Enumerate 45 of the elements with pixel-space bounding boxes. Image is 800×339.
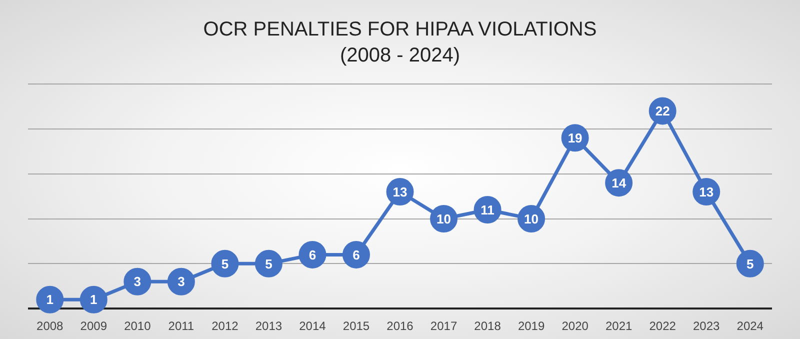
data-label: 6	[308, 247, 316, 262]
chart-title: OCR PENALTIES FOR HIPAA VIOLATIONS	[203, 18, 597, 41]
x-tick-label: 2021	[605, 319, 632, 334]
point	[342, 240, 370, 268]
data-label: 10	[436, 211, 451, 226]
x-tick-label: 2010	[124, 319, 152, 334]
point	[36, 286, 64, 314]
x-tick-label: 2013	[255, 319, 282, 334]
x-tick-label: 2014	[299, 319, 326, 334]
x-tick-label: 2016	[386, 319, 414, 334]
point	[124, 268, 152, 296]
data-label: 1	[46, 292, 54, 308]
point	[298, 240, 326, 268]
x-tick-label: 2020	[562, 319, 589, 334]
point	[80, 286, 108, 314]
data-label: 22	[655, 104, 670, 119]
x-tick-label: 2019	[518, 319, 545, 334]
point	[167, 268, 195, 296]
x-tick-label: 2011	[168, 319, 194, 334]
point	[736, 250, 764, 278]
data-label: 6	[352, 247, 360, 262]
data-label: 11	[480, 202, 494, 218]
x-tick-label: 2012	[212, 319, 239, 334]
point	[211, 250, 239, 278]
data-label: 10	[524, 211, 539, 226]
data-label: 14	[612, 175, 627, 190]
data-label: 13	[392, 184, 408, 200]
data-label: 3	[178, 274, 185, 290]
data-label: 3	[134, 274, 142, 290]
point	[254, 250, 282, 278]
x-tick-label: 2009	[80, 319, 108, 334]
x-tick-label: 2023	[693, 319, 720, 334]
x-tick-label: 2015	[342, 319, 370, 334]
x-tick-label: 2017	[430, 319, 458, 334]
x-tick-label: 2024	[736, 319, 764, 334]
data-label: 1	[90, 292, 98, 308]
data-label: 19	[568, 130, 582, 146]
x-tick-label: 2022	[649, 319, 676, 334]
data-label: 5	[265, 256, 272, 272]
x-tick-label: 2008	[36, 319, 64, 334]
x-tick-label: 2018	[474, 319, 502, 334]
chart-subtitle: (2008 - 2024)	[340, 44, 460, 67]
data-label: 13	[699, 184, 714, 200]
data-label: 5	[221, 256, 229, 272]
data-label: 5	[746, 256, 754, 272]
